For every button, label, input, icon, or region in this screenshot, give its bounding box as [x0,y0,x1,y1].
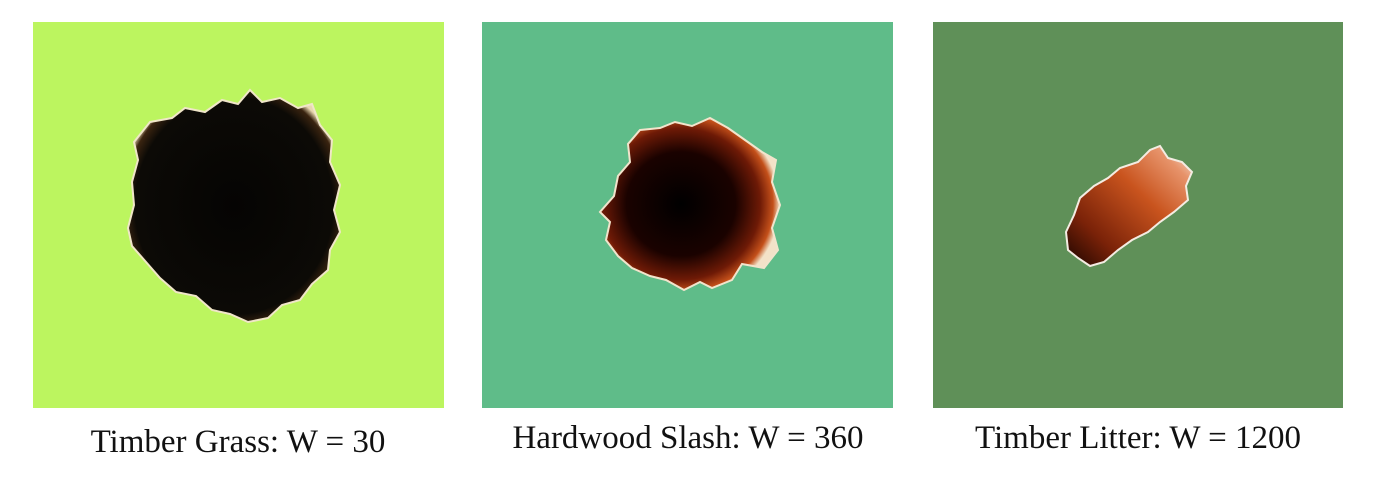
burn-area-1 [126,88,342,324]
caption: Hardwood Slash: W = 360 [512,420,863,456]
burn-area-3 [1064,144,1194,268]
burn-area-2 [598,116,782,292]
caption: Timber Grass: W = 30 [91,424,386,460]
caption: Timber Litter: W = 1200 [975,420,1301,456]
